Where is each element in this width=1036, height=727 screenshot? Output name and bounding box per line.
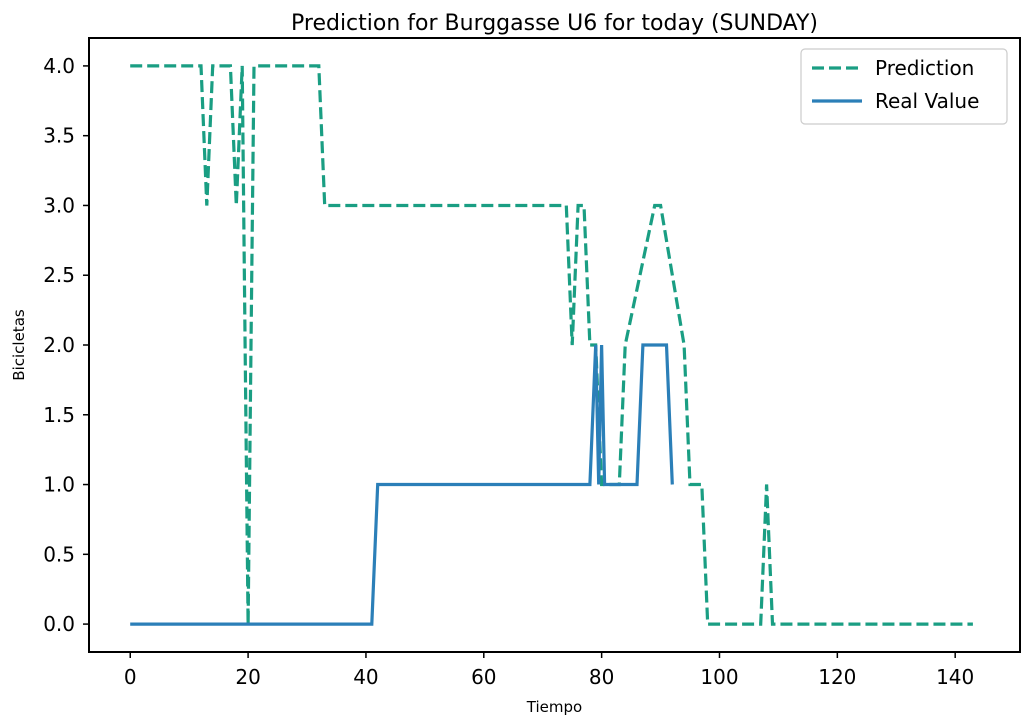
x-axis-label: Tiempo [526,698,582,716]
y-tick-label: 2.0 [43,333,75,357]
y-tick-label: 3.0 [43,193,75,217]
x-tick-label: 60 [471,665,496,689]
x-axis-ticks: 0 20 40 60 80 100 120 140 [124,652,974,689]
x-tick-label: 140 [936,665,974,689]
x-tick-label: 80 [589,665,614,689]
x-tick-label: 0 [124,665,137,689]
series-layer [130,64,973,626]
y-tick-label: 0.5 [43,542,75,566]
x-tick-label: 100 [700,665,738,689]
y-tick-label: 1.0 [43,473,75,497]
y-axis-label: Bicicletas [10,309,28,381]
x-tick-label: 120 [818,665,856,689]
chart-title: Prediction for Burggasse U6 for today (S… [291,11,818,36]
legend-label-real-value: Real Value [875,89,979,113]
y-tick-label: 2.5 [43,263,75,287]
x-tick-label: 20 [235,665,260,689]
legend: Prediction Real Value [800,48,1008,125]
legend-label-prediction: Prediction [875,56,974,80]
y-tick-label: 1.5 [43,403,75,427]
y-axis-ticks: 0.0 0.5 1.0 1.5 2.0 2.5 3.0 3.5 4.0 [43,54,89,636]
x-tick-label: 40 [353,665,378,689]
y-tick-label: 4.0 [43,54,75,78]
y-tick-label: 3.5 [43,124,75,148]
plot-frame [88,37,1021,653]
y-tick-label: 0.0 [43,612,75,636]
series-line-prediction [130,64,973,626]
series-line-real-value [130,343,674,626]
